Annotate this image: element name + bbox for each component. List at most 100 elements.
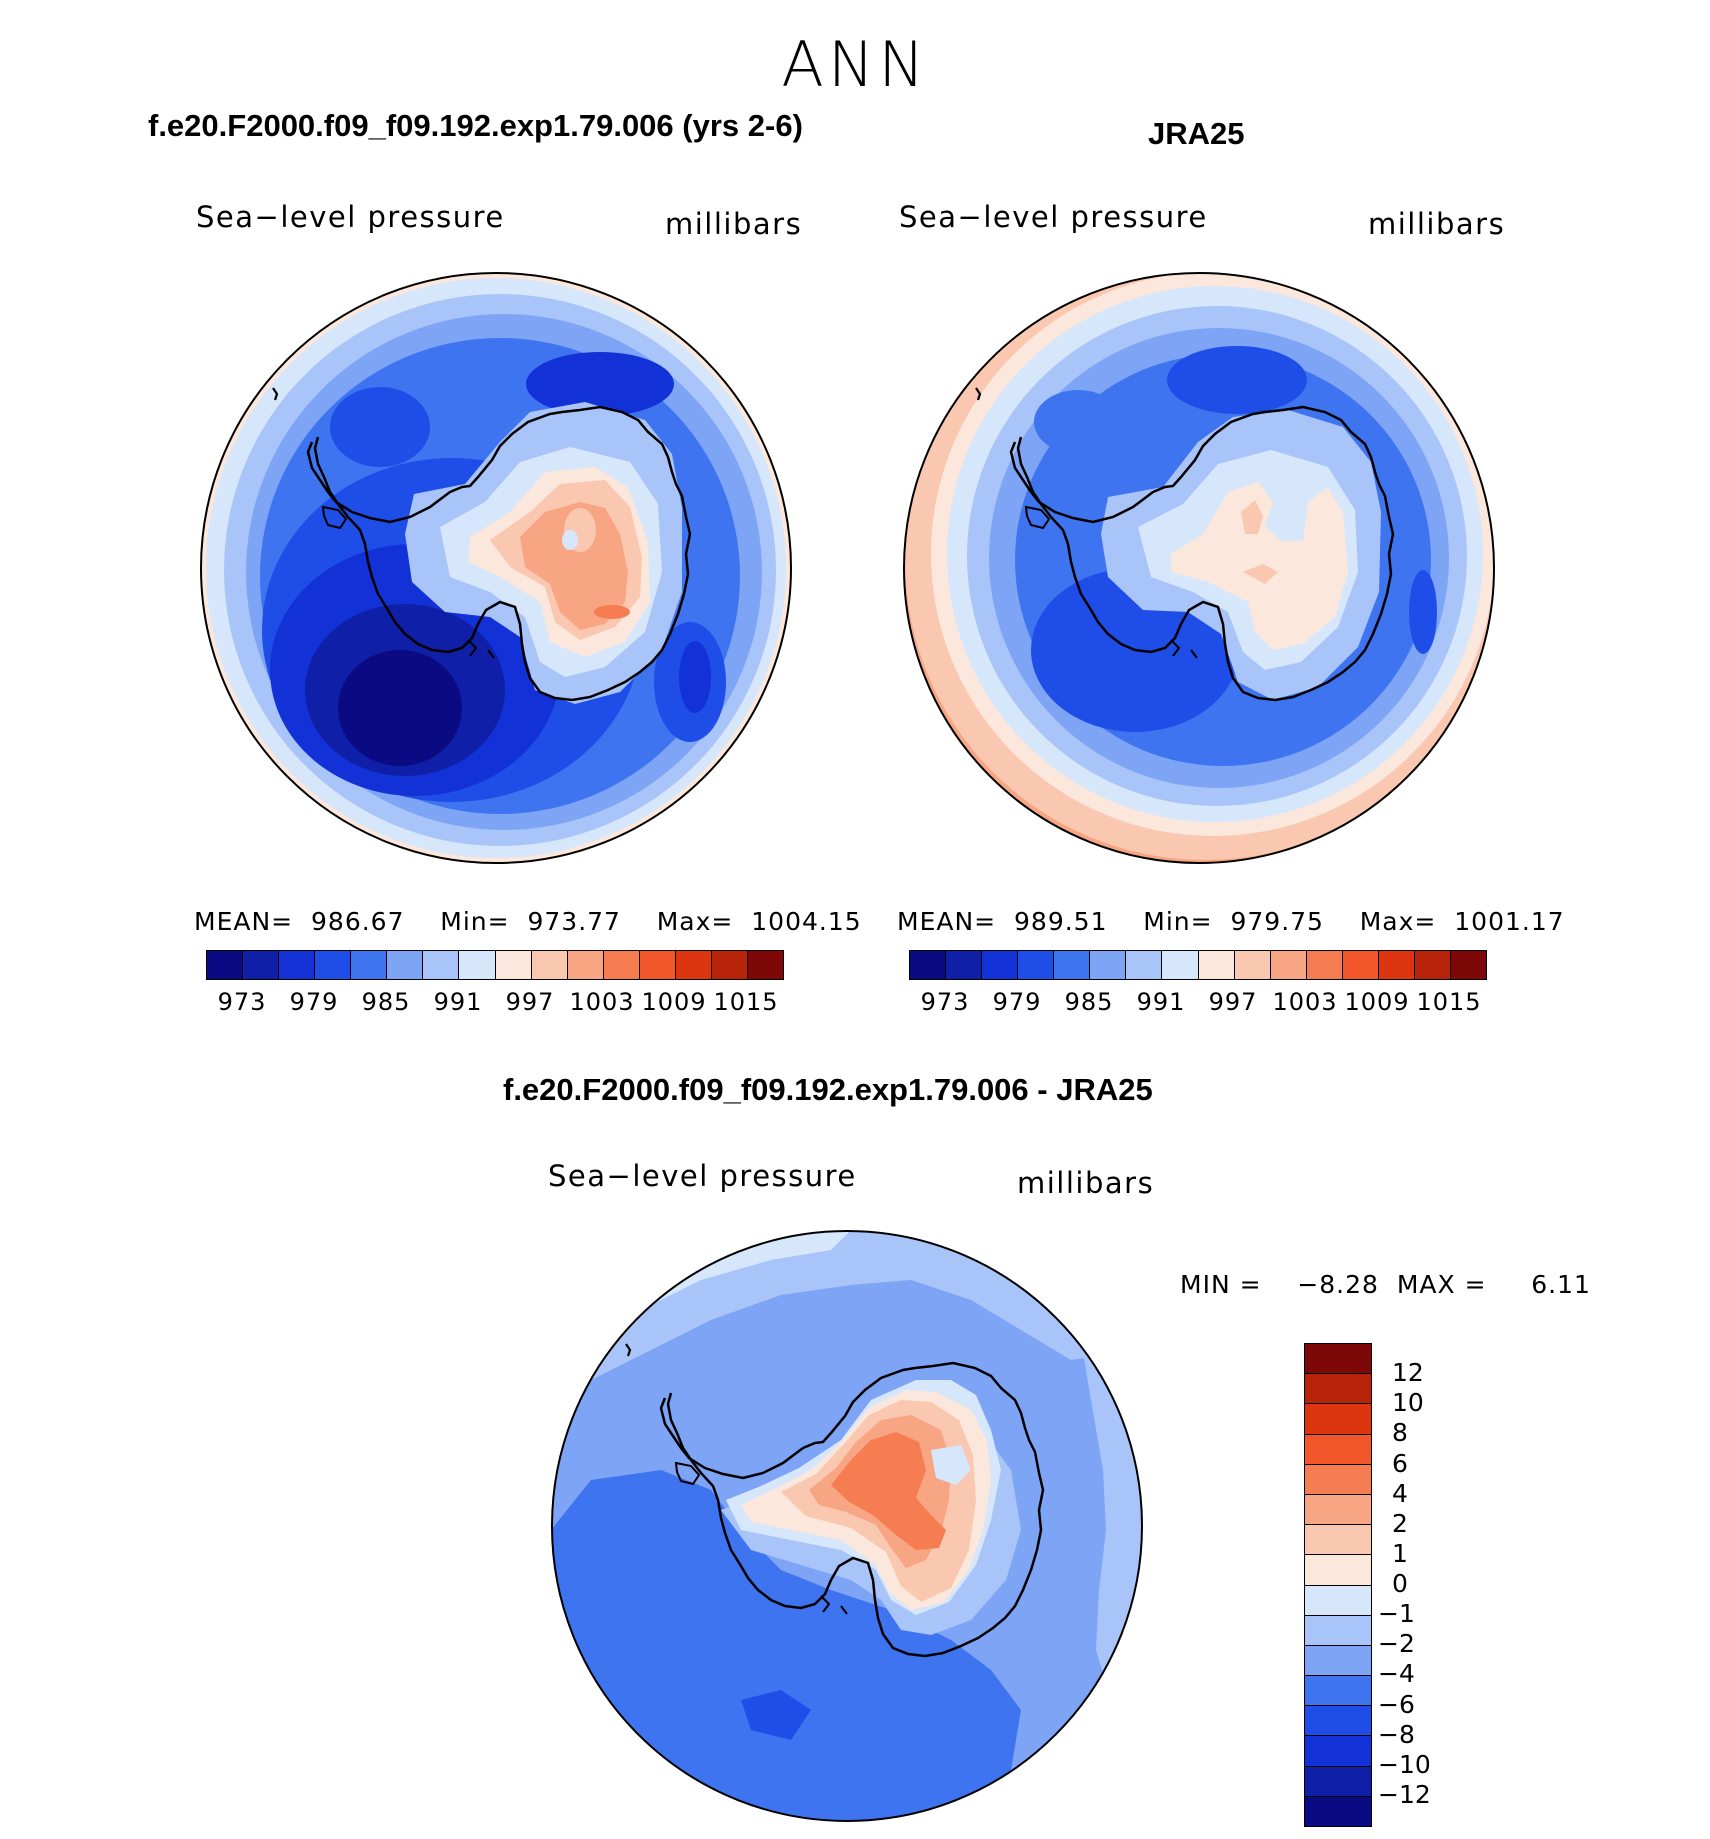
colorbar-tick-label: 0 <box>1392 1569 1408 1598</box>
colorbar-swatch <box>1305 1706 1371 1737</box>
colorbar-swatch <box>1305 1796 1371 1826</box>
colorbar-swatch <box>1305 1615 1371 1646</box>
colorbar-swatch <box>711 951 748 979</box>
colorbar-swatch <box>1305 1766 1371 1797</box>
colorbar-tick-label: 985 <box>1064 988 1114 1016</box>
map-boundary <box>200 272 792 864</box>
colorbar-swatch <box>459 951 496 979</box>
colorbar-tick-label: 979 <box>992 988 1042 1016</box>
colorbar-swatch <box>351 951 388 979</box>
colorbar-swatch <box>675 951 712 979</box>
season-title: ANN <box>781 28 929 101</box>
colorbar-swatch <box>1305 1464 1371 1495</box>
model-polar-map <box>200 272 792 864</box>
colorbar-swatch <box>1305 1404 1371 1435</box>
variable-label: Sea−level pressure <box>548 1159 857 1193</box>
field-band <box>1243 564 1278 584</box>
colorbar-swatch <box>1414 951 1451 979</box>
colorbar-tick-labels: 973 979 985 991 997 1003 1009 1015 <box>909 988 1485 1018</box>
colorbar-tick-label: 973 <box>920 988 970 1016</box>
colorbar-swatch <box>279 951 316 979</box>
colorbar-swatch <box>1305 1676 1371 1707</box>
colorbar-swatch <box>1306 951 1343 979</box>
colorbar-swatch <box>1378 951 1415 979</box>
colorbar-tick-label: 1003 <box>569 988 635 1016</box>
colorbar-swatch <box>1450 951 1486 979</box>
colorbar-tick-label: 1015 <box>1416 988 1482 1016</box>
field-band <box>931 1445 971 1485</box>
colorbar-tick-label: 979 <box>289 988 339 1016</box>
coastline <box>1024 505 1051 530</box>
colorbar-tick-label: 991 <box>1136 988 1186 1016</box>
colorbar-tick-label: −4 <box>1378 1659 1415 1689</box>
colorbar-swatch <box>1305 1434 1371 1465</box>
field-band <box>741 1690 811 1740</box>
field-band <box>520 502 628 630</box>
model-case-title: f.e20.F2000.f09_f09.192.exp1.79.006 (yrs… <box>148 108 803 143</box>
colorbar-tick-label: 10 <box>1392 1388 1424 1418</box>
difference-title: f.e20.F2000.f09_f09.192.exp1.79.006 - JR… <box>503 1072 1153 1107</box>
colorbar-swatch <box>1305 1585 1371 1616</box>
obs-polar-map <box>903 272 1495 864</box>
colorbar-tick-label: 985 <box>361 988 411 1016</box>
colorbar-tick-label: 1015 <box>713 988 779 1016</box>
colorbar-swatch <box>1162 951 1199 979</box>
colorbar-swatch <box>1305 1736 1371 1767</box>
colorbar-swatch <box>910 951 947 979</box>
difference-polar-map <box>551 1230 1143 1822</box>
colorbar-tick-label: −6 <box>1378 1689 1415 1719</box>
colorbar-swatch <box>315 951 352 979</box>
colorbar-swatch <box>243 951 280 979</box>
colorbar-tick-label: 2 <box>1392 1508 1408 1538</box>
colorbar-tick-label: 4 <box>1392 1478 1408 1508</box>
field-band <box>526 352 674 416</box>
difference-min-max: MIN = −8.28 MAX = 6.11 <box>1180 1270 1591 1299</box>
colorbar-swatch <box>207 951 244 979</box>
colorbar-tick-label: 991 <box>433 988 483 1016</box>
map-boundary <box>551 1230 1143 1822</box>
field-band <box>338 650 462 766</box>
coastline <box>1009 405 1395 702</box>
colorbar-swatch <box>1270 951 1307 979</box>
field-band <box>562 530 578 550</box>
coastline <box>1170 639 1198 659</box>
colorbar-swatch <box>1234 951 1271 979</box>
summary-stats: MEAN= 986.67 Min= 973.77 Max= 1004.15 <box>194 907 862 936</box>
colorbar-swatch <box>982 951 1019 979</box>
field-band <box>594 605 630 619</box>
colorbar-swatch <box>1018 951 1055 979</box>
colorbar-tick-label: −10 <box>1378 1749 1431 1779</box>
colorbar-tick-label: −12 <box>1378 1779 1431 1809</box>
colorbar-swatch <box>423 951 460 979</box>
coastline <box>306 405 692 702</box>
difference-colorbar <box>1304 1343 1372 1827</box>
field-band <box>1167 346 1307 414</box>
field-band <box>1034 390 1122 454</box>
colorbar-tick-label: 1009 <box>1344 988 1410 1016</box>
colorbar-swatch <box>639 951 676 979</box>
colorbar <box>206 950 784 980</box>
colorbar-tick-label: 8 <box>1392 1418 1408 1448</box>
field-band <box>831 1432 946 1550</box>
colorbar-swatch <box>747 951 783 979</box>
coastline <box>321 505 348 530</box>
field-band <box>671 1610 971 1790</box>
colorbar-tick-label: 997 <box>1208 988 1258 1016</box>
units-label: millibars <box>665 207 803 241</box>
colorbar-tick-label: 997 <box>505 988 555 1016</box>
coastline <box>674 1461 701 1486</box>
field-band <box>1241 500 1263 534</box>
colorbar-swatch <box>1054 951 1091 979</box>
colorbar-tick-label: 1 <box>1392 1538 1408 1568</box>
coastline <box>467 639 495 659</box>
variable-label: Sea−level pressure <box>899 200 1208 234</box>
coastline <box>820 1595 848 1615</box>
units-label: millibars <box>1368 207 1506 241</box>
colorbar-swatch <box>1305 1555 1371 1586</box>
colorbar-swatch <box>387 951 424 979</box>
coastline <box>659 1361 1045 1658</box>
colorbar-tick-label: 6 <box>1392 1448 1408 1478</box>
units-label: millibars <box>1017 1166 1155 1200</box>
colorbar-swatch <box>1342 951 1379 979</box>
colorbar-swatch <box>1305 1344 1371 1375</box>
